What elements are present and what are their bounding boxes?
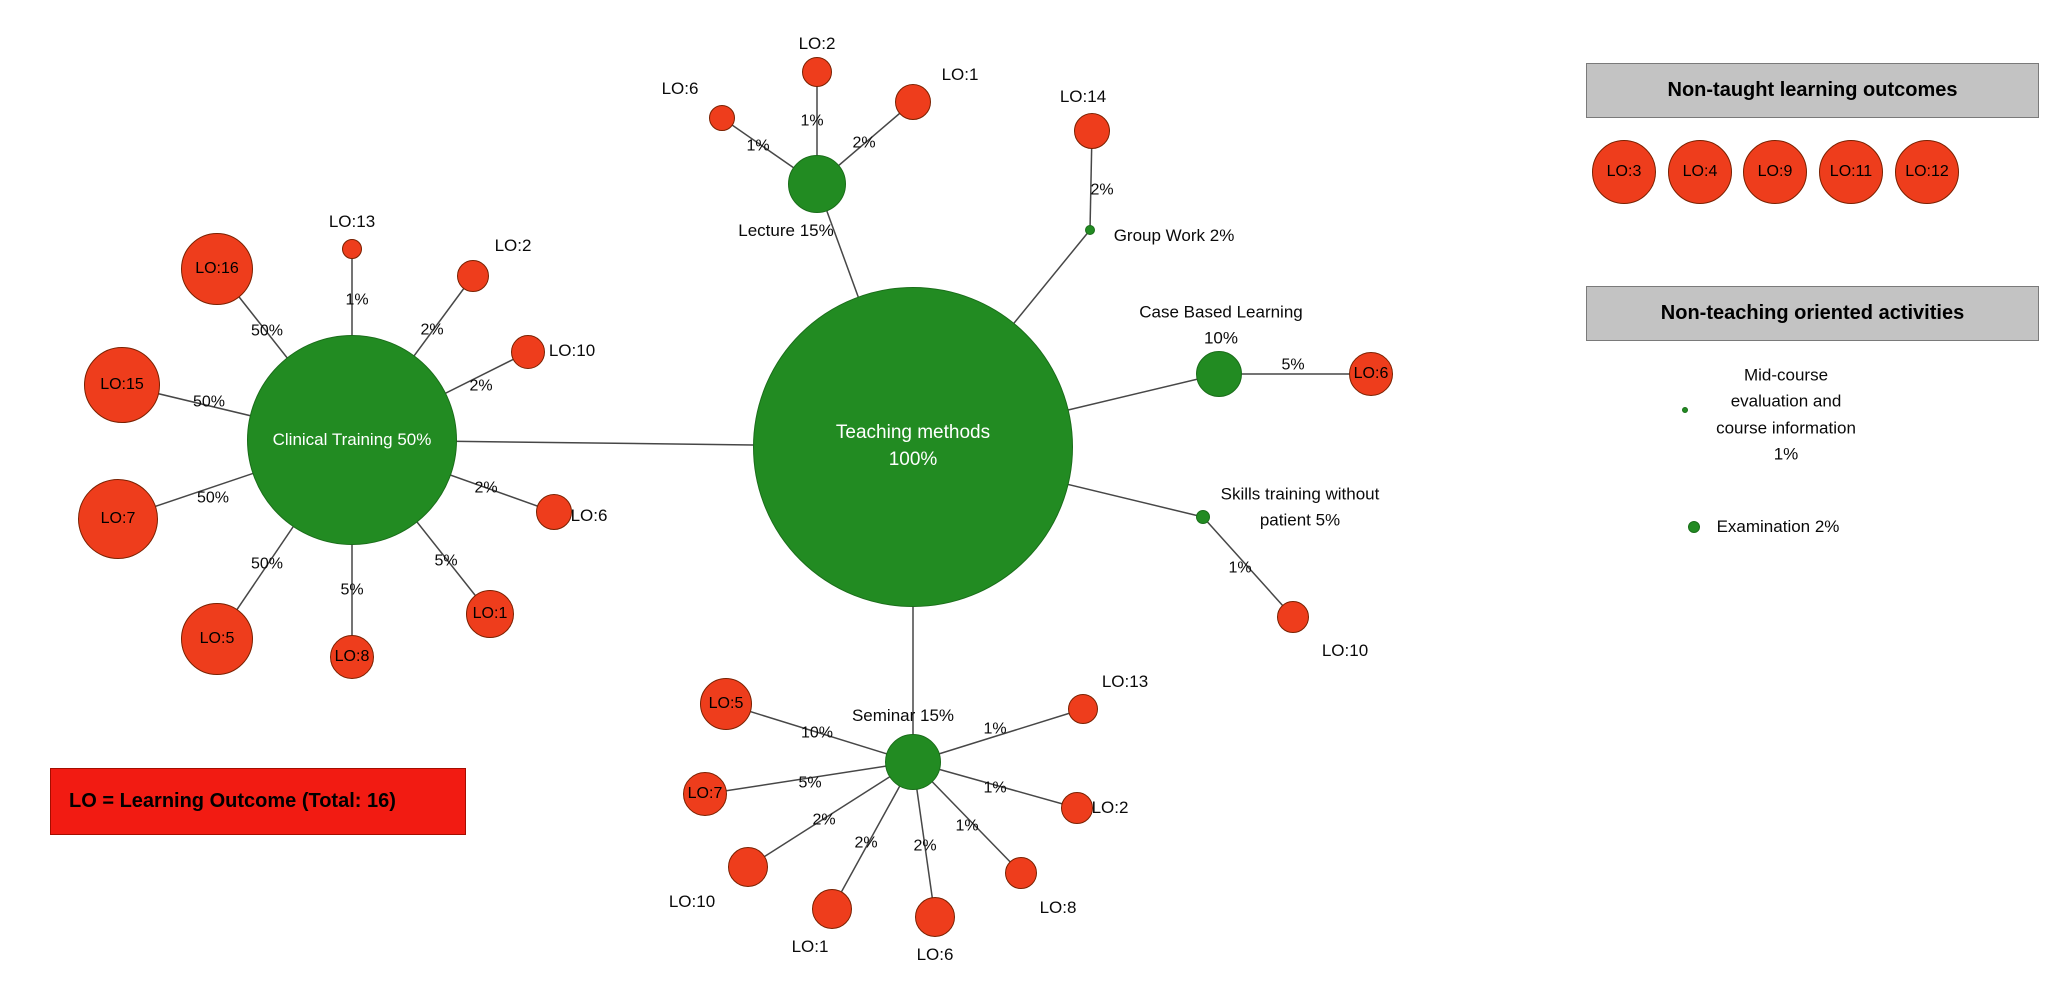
legend-box: LO = Learning Outcome (Total: 16)	[50, 768, 466, 835]
edge-clinical-cl-lo16	[216, 268, 353, 441]
edge-clinical-cl-lo5	[216, 439, 353, 640]
edge-groupwork-lo14	[1089, 130, 1093, 231]
edge-teaching-cbl	[912, 373, 1220, 448]
edge-skills-skills-lo10	[1202, 516, 1294, 618]
edge-clinical-cl-lo15	[121, 384, 353, 441]
edge-teaching-clinical	[351, 439, 914, 448]
edge-seminar-sem-lo5	[725, 703, 914, 763]
edge-seminar-sem-lo7	[704, 761, 914, 795]
edge-teaching-lecture	[816, 183, 914, 448]
edge-seminar-sem-lo13	[912, 708, 1084, 763]
edge-clinical-cl-lo2	[351, 275, 474, 441]
non-teaching-oriented-activities-header: Non-teaching oriented activities	[1586, 286, 2039, 341]
edge-teaching-groupwork	[912, 229, 1091, 448]
non-taught-learning-outcomes-header: Non-taught learning outcomes	[1586, 63, 2039, 118]
edge-seminar-sem-lo1	[831, 761, 914, 910]
edge-clinical-cl-lo1	[351, 439, 491, 615]
edge-clinical-cl-lo10	[351, 351, 529, 441]
edge-lecture-lec-lo6	[721, 117, 818, 185]
edge-seminar-sem-lo6	[912, 761, 936, 918]
edge-seminar-sem-lo8	[912, 761, 1022, 874]
edge-lecture-lec-lo1	[816, 101, 914, 185]
edge-teaching-skills	[912, 446, 1204, 518]
edge-seminar-sem-lo2	[912, 761, 1078, 809]
edge-seminar-sem-lo10	[747, 761, 914, 868]
edge-clinical-cl-lo7	[117, 439, 353, 520]
edge-clinical-cl-lo6	[351, 439, 555, 513]
